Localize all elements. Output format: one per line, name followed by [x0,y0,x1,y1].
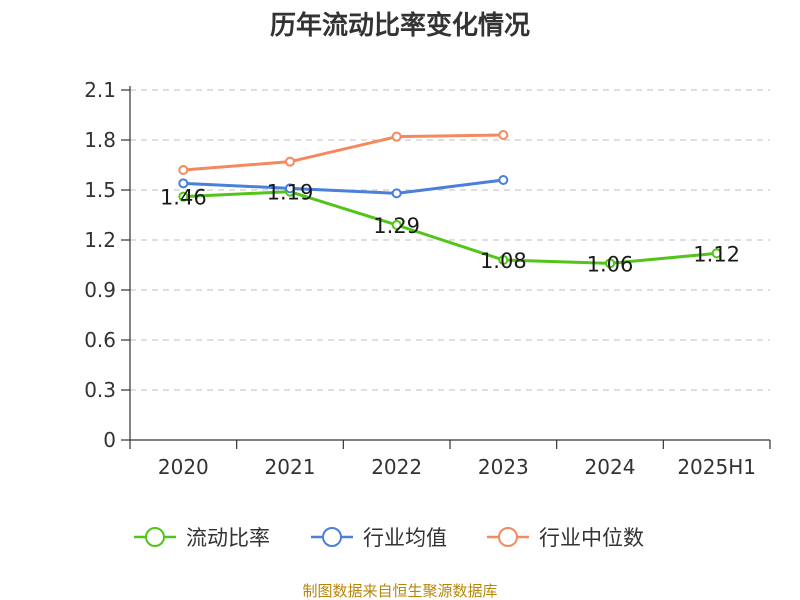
series-line-1 [183,178,504,195]
x-tick-label: 2022 [371,455,422,479]
grid-lines [130,89,770,391]
legend-marker [145,527,165,547]
data-label: 1.46 [160,186,207,210]
data-point [605,258,615,269]
data-point [498,130,509,140]
y-tick-label: 1.2 [84,228,116,252]
data-point [391,220,402,230]
y-tick-label: 1.8 [84,128,116,152]
series-lines [178,130,722,269]
data-point [178,165,189,175]
data-point [391,188,402,199]
x-tick-label: 2020 [158,455,209,479]
y-tick-label: 0.6 [84,328,116,352]
data-label: 1.08 [480,249,527,273]
legend-label: 行业中位数 [539,526,644,550]
data-point [178,191,189,202]
data-point [178,178,189,189]
data-label: 1.12 [693,242,740,266]
data-label: 1.19 [267,181,314,205]
data-point [498,175,509,185]
data-point [285,183,295,194]
y-tick-label: 1.5 [84,178,116,202]
data-label: 1.06 [587,252,634,276]
y-tick-label: 0.3 [84,378,116,402]
series-line-2 [183,133,504,172]
legend-label: 行业均值 [363,526,447,550]
legend-marker [322,527,342,547]
y-tick-label: 2.1 [84,78,116,102]
data-point [498,255,509,265]
y-tick-label: 0.9 [84,278,116,302]
x-tick-label: 2024 [585,455,636,479]
data-point [711,248,722,259]
legend-label: 流动比率 [186,526,270,550]
data-point [285,156,295,167]
chart-title: 历年流动比率变化情况 [270,10,530,41]
y-tick-label: 0 [103,428,116,452]
data-label: 1.29 [373,214,420,238]
x-tick-label: 2021 [265,455,316,479]
source-note: 制图数据来自恒生聚源数据库 [302,582,497,600]
data-labels: 1.46 1.19 1.29 1.08 1.06 1.12 [160,181,740,277]
axes: 0 0.3 0.6 0.9 1.2 1.5 1.8 2.1 2020 2021 2022 2023 20… [84,78,771,479]
series-line-0 [183,190,717,265]
legend: 流动比率 行业均值 行业中位数 [134,526,644,550]
x-tick-label: 2023 [478,455,529,479]
x-tick-label: 2025H1 [677,455,756,479]
legend-marker [498,527,518,547]
data-point [391,131,402,142]
